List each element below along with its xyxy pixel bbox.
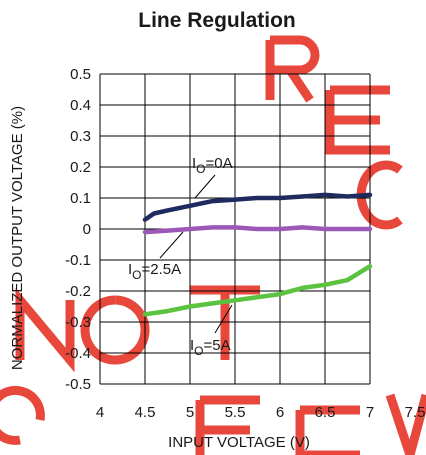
y-tick-labels: 0.5 0.4 0.3 0.2 0.1 0 -0.1 -0.2 -0.3 -0.4 -0.5: [65, 66, 91, 393]
x-tick-labels: 4 4.5 5 5.5 6 6.5 7 7.5: [96, 404, 426, 421]
y-tick-label: -0.4: [65, 345, 91, 362]
x-tick-label: 6: [276, 404, 284, 421]
y-tick-label: 0.3: [70, 128, 91, 145]
series-annotations: IO=0A IO=2.5A IO=5A: [128, 155, 233, 358]
series-label-2: IO=5A: [190, 337, 231, 358]
x-tick-label: 4.5: [135, 404, 156, 421]
y-tick-label: -0.3: [65, 314, 91, 331]
series-line-0: [142, 192, 373, 222]
watermark-stroke: [0, 385, 45, 445]
series-line-1: [142, 225, 373, 235]
y-tick-label: 0: [83, 221, 91, 238]
x-tick-label: 6.5: [315, 404, 336, 421]
watermark-stroke: [385, 393, 426, 455]
y-tick-label: 0.5: [70, 66, 91, 83]
series-line-2: [142, 263, 373, 317]
x-tick-label: 4: [96, 404, 104, 421]
annotation-leader: [194, 174, 216, 199]
series-lines: [142, 192, 373, 317]
annotation-leader: [159, 231, 184, 259]
x-tick-label: 7.5: [405, 404, 426, 421]
x-tick-label: 5: [186, 404, 194, 421]
annotation-leader: [214, 304, 233, 334]
y-tick-label: -0.5: [65, 376, 91, 393]
y-tick-label: 0.1: [70, 190, 91, 207]
watermark: [0, 35, 426, 455]
watermark-stroke: [80, 295, 150, 365]
watermark-stroke: [265, 35, 320, 103]
y-tick-label: 0.2: [70, 159, 91, 176]
x-axis-label: INPUT VOLTAGE (V): [168, 434, 310, 451]
x-tick-label: 7: [366, 404, 374, 421]
y-tick-label: -0.2: [65, 283, 91, 300]
y-axis-label: NORMALIZED OUTPUT VOLTAGE (%): [9, 106, 26, 370]
watermark-stroke: [325, 85, 390, 155]
watermark-stroke: [195, 395, 260, 455]
y-tick-label: -0.1: [65, 252, 91, 269]
x-tick-label: 5.5: [225, 404, 246, 421]
watermark-stroke: [15, 287, 75, 373]
watermark-stroke: [295, 405, 360, 455]
chart-title: Line Regulation: [138, 9, 296, 32]
series-label-0: IO=0A: [192, 155, 233, 176]
series-label-1: IO=2.5A: [128, 261, 181, 282]
y-tick-label: 0.4: [70, 97, 91, 114]
